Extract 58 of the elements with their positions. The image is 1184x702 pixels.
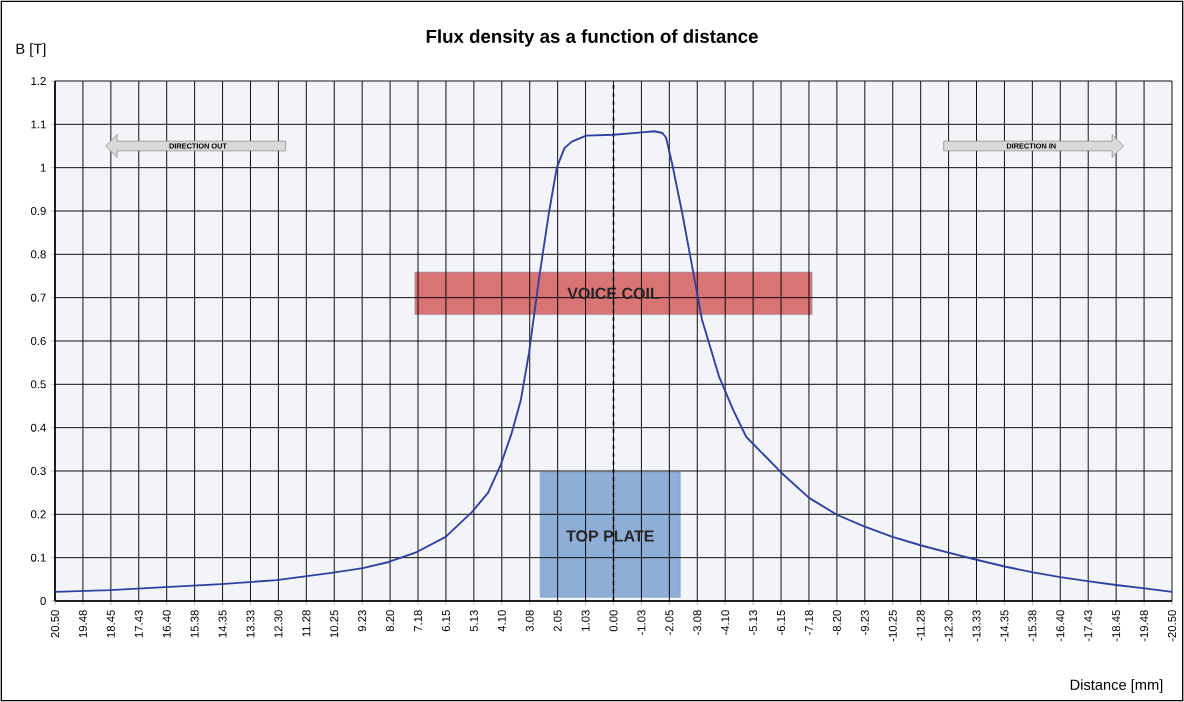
y-tick-label: 0.1 (30, 553, 46, 562)
x-tick-label: -4.10 (721, 610, 730, 636)
x-tick-label: -8.20 (832, 610, 841, 636)
x-tick-label: 0.00 (609, 610, 618, 632)
x-tick-label: -2.05 (665, 610, 674, 636)
y-tick-label: 0.5 (30, 380, 46, 389)
y-tick-label: 1.2 (31, 77, 46, 85)
x-tick-label: -15.38 (1028, 610, 1037, 642)
x-tick-label: 19.48 (78, 610, 87, 638)
x-tick-label: -13.33 (972, 610, 981, 642)
y-tick-label: 0.7 (30, 293, 46, 302)
x-tick-label: -6.15 (777, 610, 786, 636)
x-tick-label: 3.08 (525, 610, 534, 632)
y-axis-title: B [T] (16, 43, 46, 57)
line-series (54, 130, 1173, 593)
x-tick-label: 9.23 (358, 610, 367, 632)
x-tick-label: 14.35 (218, 610, 227, 638)
y-tick-label: 0.2 (30, 510, 46, 519)
x-tick-label: -12.30 (944, 610, 953, 642)
y-tick-label: 0.3 (30, 466, 46, 475)
x-tick-label: 13.33 (246, 610, 255, 638)
x-tick-label: 10.25 (330, 610, 339, 638)
x-tick-label: 18.45 (106, 610, 115, 638)
y-tick-label: 1.1 (31, 120, 46, 129)
x-tick-label: 7.18 (414, 610, 423, 632)
x-tick-label: -20.50 (1167, 610, 1176, 642)
x-tick-label: 16.40 (162, 610, 171, 638)
x-tick-label: 5.13 (469, 610, 478, 632)
x-tick-label: -18.45 (1112, 610, 1121, 642)
x-tick-label: 12.30 (274, 610, 283, 638)
y-tick-label: 0.9 (30, 206, 46, 215)
x-tick-label: -10.25 (888, 610, 897, 642)
x-tick-label: -5.13 (749, 610, 758, 636)
x-tick-label: 17.43 (134, 610, 143, 638)
x-tick-label: -17.43 (1084, 610, 1093, 642)
x-tick-label: 8.20 (386, 610, 395, 632)
x-tick-label: -3.08 (693, 610, 702, 636)
y-tick-label: 0 (40, 596, 46, 605)
x-tick-label: -1.03 (637, 610, 646, 636)
x-tick-label: 1.03 (581, 610, 590, 631)
x-tick-label: -9.23 (860, 610, 869, 636)
y-tick-label: 0.8 (30, 250, 46, 259)
y-tick-label: 1 (40, 163, 46, 172)
x-tick-label: -16.40 (1056, 610, 1065, 642)
y-tick-label: 0.6 (30, 336, 46, 345)
x-tick-label: -14.35 (1000, 610, 1009, 642)
chart-title: Flux density as a function of distance (426, 29, 758, 47)
x-tick-label: -19.48 (1140, 610, 1149, 642)
x-axis-title: Distance [mm] (1070, 679, 1163, 693)
y-tick-label: 0.4 (30, 423, 46, 432)
x-tick-label: 11.28 (302, 610, 311, 637)
x-tick-label: 6.15 (441, 610, 450, 632)
x-tick-label: 4.10 (497, 610, 506, 632)
x-tick-label: -7.18 (804, 610, 813, 636)
x-tick-label: -11.28 (916, 610, 925, 641)
x-tick-label: 20.50 (50, 610, 59, 638)
x-tick-label: 2.05 (553, 610, 562, 632)
x-tick-label: 15.38 (190, 610, 199, 638)
